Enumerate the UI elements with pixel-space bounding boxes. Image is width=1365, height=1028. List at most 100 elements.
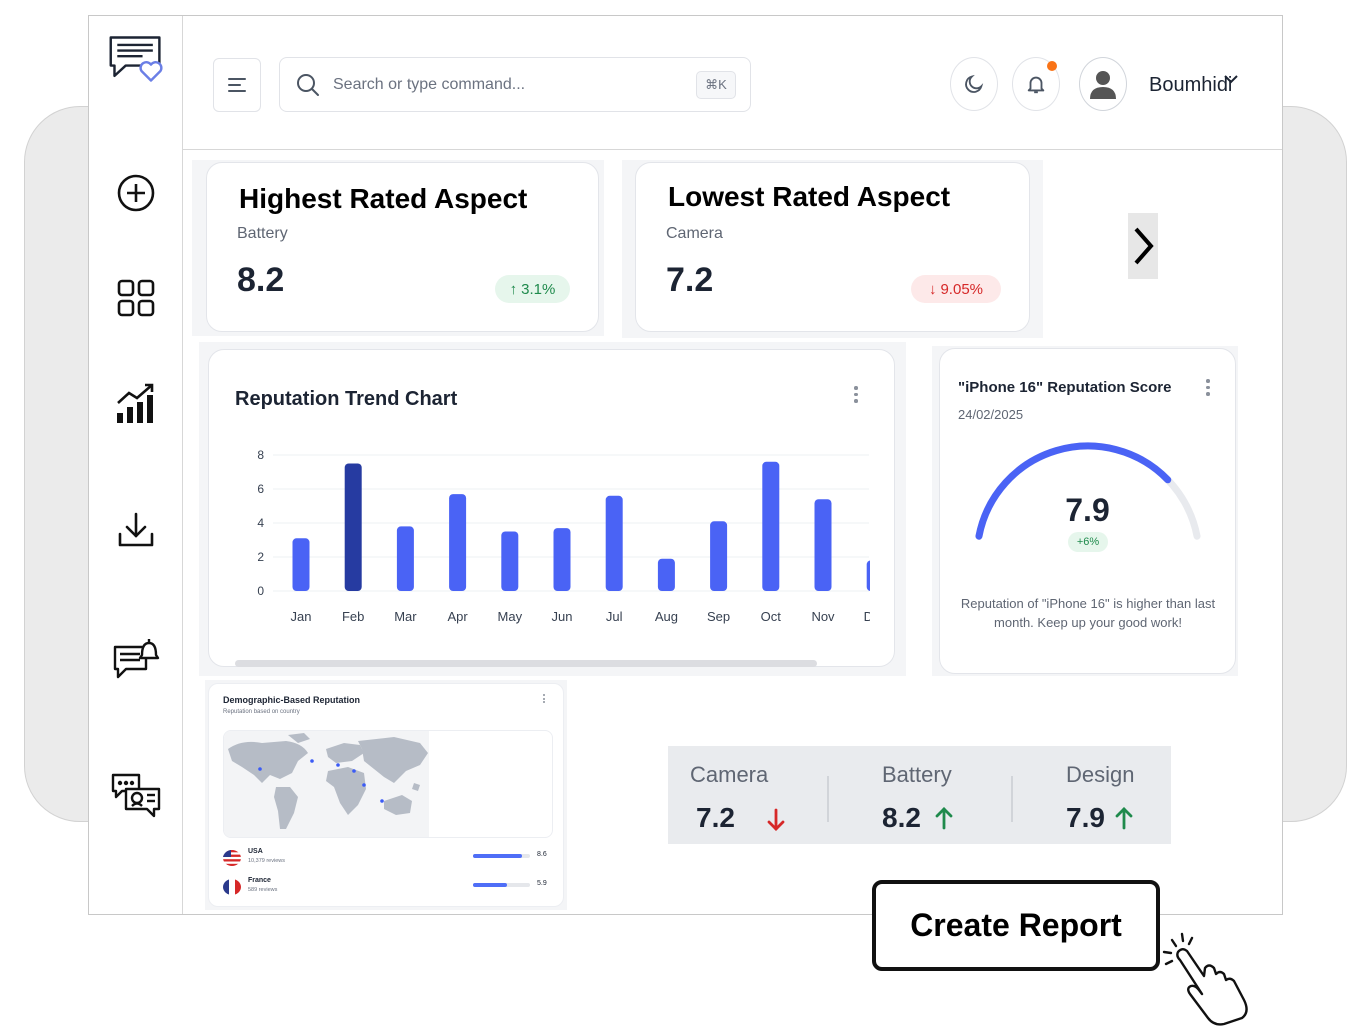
bar-apr bbox=[449, 494, 467, 591]
x-tick-label: Dec bbox=[864, 609, 888, 624]
demographic-subtitle: Reputation based on country bbox=[223, 709, 300, 715]
aspect-summary: Camera 7.2 Battery 8.2 Design 7.9 bbox=[668, 746, 1171, 844]
chart-scrollbar[interactable] bbox=[235, 660, 817, 667]
highest-rated-card[interactable]: Highest Rated Aspect Battery 8.2 ↑ 3.1% bbox=[206, 162, 599, 332]
country-score-bar bbox=[473, 883, 530, 887]
dark-mode-button[interactable] bbox=[950, 57, 998, 111]
y-tick-label: 2 bbox=[257, 550, 264, 564]
chart-title: Reputation Trend Chart bbox=[235, 388, 458, 410]
summary-camera[interactable]: Camera 7.2 bbox=[690, 746, 830, 844]
lowest-rated-card[interactable]: Lowest Rated Aspect Camera 7.2 ↓ 9.05% bbox=[635, 162, 1030, 332]
summary-value: 7.9 bbox=[1066, 802, 1105, 833]
gauge-fill bbox=[975, 442, 1172, 540]
x-tick-label: Feb bbox=[342, 609, 364, 624]
bar-chart: 8 6 4 2 0 Jan Feb Mar Apr May Jun Jul Aug Sep Oct Nov De… bbox=[257, 448, 888, 624]
user-icon bbox=[1090, 71, 1116, 99]
y-tick-label: 6 bbox=[257, 482, 264, 496]
aspect-score: 7.2 bbox=[666, 261, 714, 299]
chevron-right-icon bbox=[1134, 227, 1154, 265]
world-map[interactable] bbox=[223, 730, 553, 838]
score-card: "iPhone 16" Reputation Score 24/02/2025 … bbox=[939, 348, 1236, 674]
summary-design[interactable]: Design 7.9 bbox=[1066, 746, 1166, 844]
x-tick-label: Jul bbox=[606, 609, 623, 624]
summary-label: Camera bbox=[690, 762, 769, 787]
bar-jul bbox=[605, 495, 623, 591]
card-title: Lowest Rated Aspect bbox=[668, 181, 951, 212]
x-tick-label: Aug bbox=[655, 609, 678, 624]
change-value: 3.1% bbox=[521, 280, 556, 298]
x-tick-label: Oct bbox=[761, 609, 782, 624]
aspect-name: Camera bbox=[666, 225, 723, 242]
summary-battery[interactable]: Battery 8.2 bbox=[882, 746, 1022, 844]
create-report-button[interactable]: Create Report bbox=[872, 880, 1160, 971]
score-message: Reputation of "iPhone 16" is higher than… bbox=[960, 596, 1216, 630]
click-cursor-icon bbox=[1162, 932, 1248, 1026]
change-badge: ↑ 3.1% bbox=[495, 275, 570, 303]
country-row-usa[interactable]: USA 10,379 reviews 8.6 bbox=[223, 848, 553, 872]
avatar[interactable] bbox=[1079, 57, 1127, 111]
lowest-rated-wrapper: Lowest Rated Aspect Camera 7.2 ↓ 9.05% bbox=[622, 160, 1043, 338]
summary-value: 8.2 bbox=[882, 802, 921, 833]
trend-chart-card: Reputation Trend Chart 8 6 4 2 0 Jan Feb Mar Apr… bbox=[208, 349, 895, 667]
x-tick-label: Apr bbox=[447, 609, 468, 624]
plus-circle-icon[interactable] bbox=[107, 166, 165, 220]
y-tick-label: 0 bbox=[257, 584, 264, 598]
trend-chart-wrapper: Reputation Trend Chart 8 6 4 2 0 Jan Feb Mar Apr… bbox=[199, 342, 906, 676]
hamburger-icon bbox=[228, 78, 246, 92]
country-name: France bbox=[248, 877, 271, 884]
arrow-up-icon bbox=[935, 807, 953, 830]
x-tick-label: Nov bbox=[811, 609, 835, 624]
search-icon bbox=[297, 74, 319, 96]
menu-toggle-button[interactable] bbox=[213, 58, 261, 112]
score-gauge bbox=[975, 442, 1201, 540]
arrow-down-icon bbox=[767, 808, 785, 831]
score-value: 7.9 bbox=[1065, 492, 1110, 528]
arrow-up-icon bbox=[1115, 807, 1133, 830]
bar-jun bbox=[553, 528, 571, 591]
top-bar: Search or type command... ⌘K Boumhidi bbox=[183, 16, 1282, 150]
username[interactable]: Boumhidi bbox=[1149, 74, 1231, 96]
more-options-icon[interactable] bbox=[854, 386, 858, 403]
card-title: Highest Rated Aspect bbox=[239, 183, 528, 214]
score-title: "iPhone 16" Reputation Score bbox=[958, 379, 1172, 396]
download-icon[interactable] bbox=[107, 503, 165, 557]
score-change-badge: +6% bbox=[1068, 532, 1108, 552]
country-row-france[interactable]: France 589 reviews 5.9 bbox=[223, 877, 553, 901]
bar-jan bbox=[292, 538, 310, 591]
x-tick-label: Jan bbox=[291, 609, 312, 624]
summary-label: Battery bbox=[882, 762, 952, 787]
summary-value: 7.2 bbox=[696, 802, 735, 833]
more-options-icon[interactable] bbox=[543, 694, 545, 703]
x-tick-label: May bbox=[498, 609, 523, 624]
y-tick-label: 4 bbox=[257, 516, 264, 530]
feedback-heart-icon[interactable] bbox=[107, 32, 165, 86]
search-input[interactable]: Search or type command... bbox=[333, 76, 526, 93]
country-score: 8.6 bbox=[537, 851, 547, 858]
country-name: USA bbox=[248, 848, 263, 855]
summary-divider bbox=[1011, 776, 1013, 822]
x-tick-label: Sep bbox=[707, 609, 730, 624]
bar-mar bbox=[396, 526, 414, 591]
summary-divider bbox=[827, 776, 829, 822]
message-alert-icon[interactable] bbox=[107, 633, 165, 687]
bar-aug bbox=[657, 558, 675, 591]
moon-icon bbox=[965, 74, 984, 93]
notification-dot bbox=[1047, 61, 1057, 71]
shortcut-badge: ⌘K bbox=[696, 71, 736, 99]
arrow-down-icon: ↓ bbox=[928, 280, 937, 298]
next-card-button[interactable] bbox=[1128, 213, 1158, 279]
bell-icon bbox=[1027, 76, 1045, 94]
more-options-icon[interactable] bbox=[1206, 379, 1210, 396]
score-wrapper: "iPhone 16" Reputation Score 24/02/2025 … bbox=[932, 346, 1238, 676]
y-tick-label: 8 bbox=[257, 448, 264, 462]
support-chat-icon[interactable] bbox=[107, 768, 165, 822]
search-bar[interactable]: Search or type command... ⌘K bbox=[279, 57, 751, 112]
grid-icon[interactable] bbox=[107, 271, 165, 325]
country-reviews: 10,379 reviews bbox=[248, 858, 285, 864]
aspect-score: 8.2 bbox=[237, 261, 285, 299]
chevron-down-icon[interactable] bbox=[1223, 73, 1239, 85]
arrow-up-icon: ↑ bbox=[509, 280, 518, 298]
analytics-icon[interactable] bbox=[107, 376, 165, 430]
notifications-button[interactable] bbox=[1012, 57, 1060, 111]
country-score: 5.9 bbox=[537, 880, 547, 887]
